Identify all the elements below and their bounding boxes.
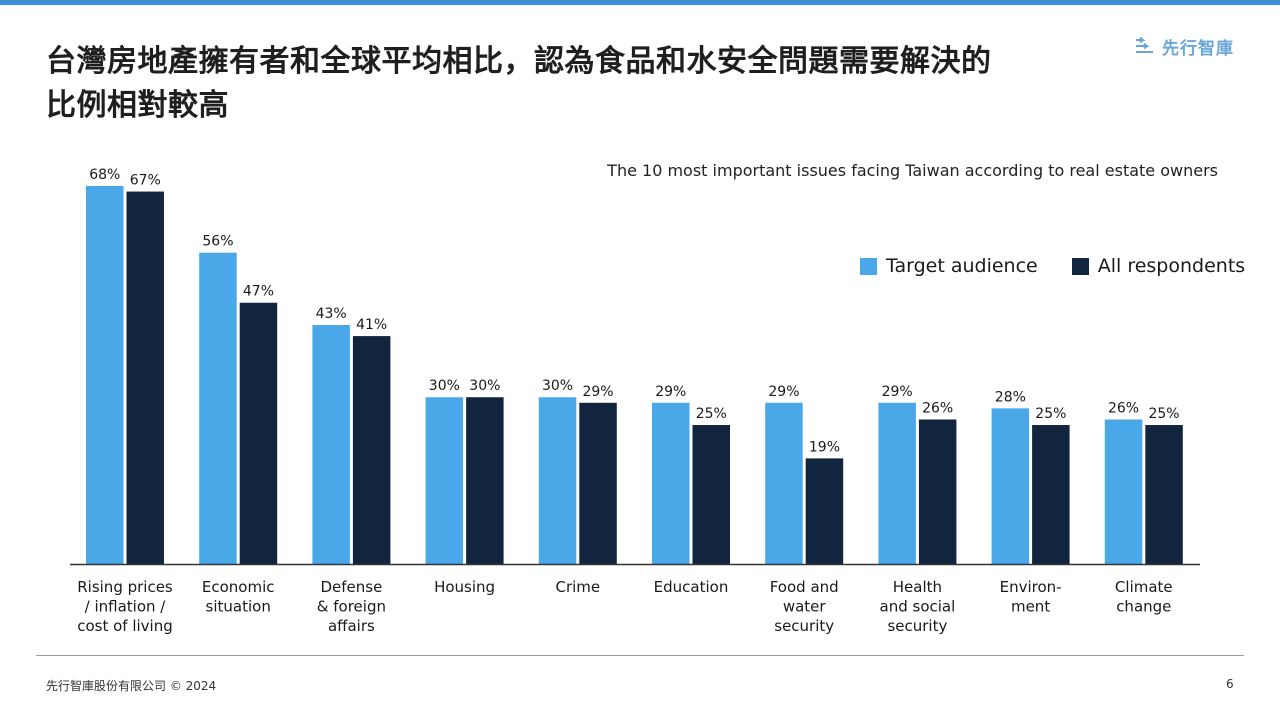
category-label-6: Food and water security xyxy=(770,578,839,635)
data-label-target-8: 28% xyxy=(995,389,1026,405)
category-label-5: Education xyxy=(654,578,729,596)
data-label-all-4: 29% xyxy=(582,384,613,400)
slide-title: 台灣房地產擁有者和全球平均相比，認為食品和水安全問題需要解決的 比例相對較高 xyxy=(46,40,1086,128)
bar-all-2 xyxy=(352,336,391,564)
bar-target-3 xyxy=(425,397,464,564)
legend-item-target: Target audience xyxy=(860,255,1038,277)
legend-swatch-all xyxy=(1071,257,1089,275)
category-label-8: Environ-ment xyxy=(1000,578,1062,616)
data-label-target-9: 26% xyxy=(1108,400,1139,416)
category-label-7: Health and social security xyxy=(880,578,956,635)
bar-target-4 xyxy=(538,397,577,564)
brand-logo: 先行智庫 xyxy=(1134,34,1234,59)
category-label-9: Climate change xyxy=(1115,578,1173,616)
logo-arrows-icon xyxy=(1136,37,1153,53)
bar-target-2 xyxy=(312,324,350,564)
legend-item-all: All respondents xyxy=(1071,255,1246,277)
data-label-target-0: 68% xyxy=(89,167,120,183)
category-label-4: Crime xyxy=(555,578,600,596)
legend-label-all: All respondents xyxy=(1097,255,1246,277)
bar-target-5 xyxy=(652,402,690,564)
footer-divider xyxy=(36,655,1244,656)
bar-all-8 xyxy=(1032,425,1070,564)
data-label-all-2: 41% xyxy=(356,317,387,333)
data-label-target-5: 29% xyxy=(655,384,686,400)
data-label-target-2: 43% xyxy=(316,306,347,322)
slide-title-line-2: 比例相對較高 xyxy=(46,88,229,123)
legend-label-target: Target audience xyxy=(886,255,1038,277)
data-label-target-3: 30% xyxy=(429,378,460,394)
bar-target-1 xyxy=(199,252,237,565)
bar-all-3 xyxy=(466,397,504,564)
bar-target-7 xyxy=(878,402,916,564)
category-label-2: Defense & foreign affairs xyxy=(317,578,386,635)
bar-all-9 xyxy=(1145,425,1183,564)
slide-title-line-1: 台灣房地產擁有者和全球平均相比，認為食品和水安全問題需要解決的 xyxy=(46,44,992,79)
data-label-target-6: 29% xyxy=(768,384,799,400)
chart-subtitle: The 10 most important issues facing Taiw… xyxy=(607,161,1218,180)
data-label-target-7: 29% xyxy=(882,384,913,400)
category-label-1: Economic situation xyxy=(202,578,275,616)
data-label-all-9: 25% xyxy=(1148,406,1179,422)
bar-all-7 xyxy=(918,419,957,564)
bar-all-6 xyxy=(805,458,844,564)
bar-chart: 68% 67% Rising prices / inflation / cost of … xyxy=(70,167,1200,635)
page-number: 6 xyxy=(1226,677,1234,691)
data-label-all-6: 19% xyxy=(809,439,840,455)
logo-text: 先行智庫 xyxy=(1162,38,1234,59)
data-label-target-1: 56% xyxy=(202,234,233,250)
data-label-all-5: 25% xyxy=(696,406,727,422)
bar-all-5 xyxy=(692,425,730,564)
chart-legend: Target audience All respondents xyxy=(860,255,1245,277)
data-label-all-3: 30% xyxy=(469,378,500,394)
data-label-all-8: 25% xyxy=(1035,406,1066,422)
data-label-all-7: 26% xyxy=(922,400,953,416)
bar-target-0 xyxy=(86,186,124,564)
data-label-target-4: 30% xyxy=(542,378,573,394)
bar-all-1 xyxy=(239,302,278,564)
category-label-3: Housing xyxy=(434,578,495,596)
data-label-all-1: 47% xyxy=(243,284,274,300)
category-label-0: Rising prices / inflation / cost of living xyxy=(77,578,173,635)
legend-swatch-target xyxy=(860,257,877,275)
bar-target-8 xyxy=(991,408,1030,564)
bar-target-9 xyxy=(1104,419,1143,564)
data-label-all-0: 67% xyxy=(130,173,161,189)
top-accent-bar xyxy=(0,0,1280,5)
bar-all-0 xyxy=(126,191,164,564)
bar-all-4 xyxy=(579,402,617,564)
bar-target-6 xyxy=(765,402,803,564)
footer-copyright: 先行智庫股份有限公司 © 2024 xyxy=(46,679,217,693)
